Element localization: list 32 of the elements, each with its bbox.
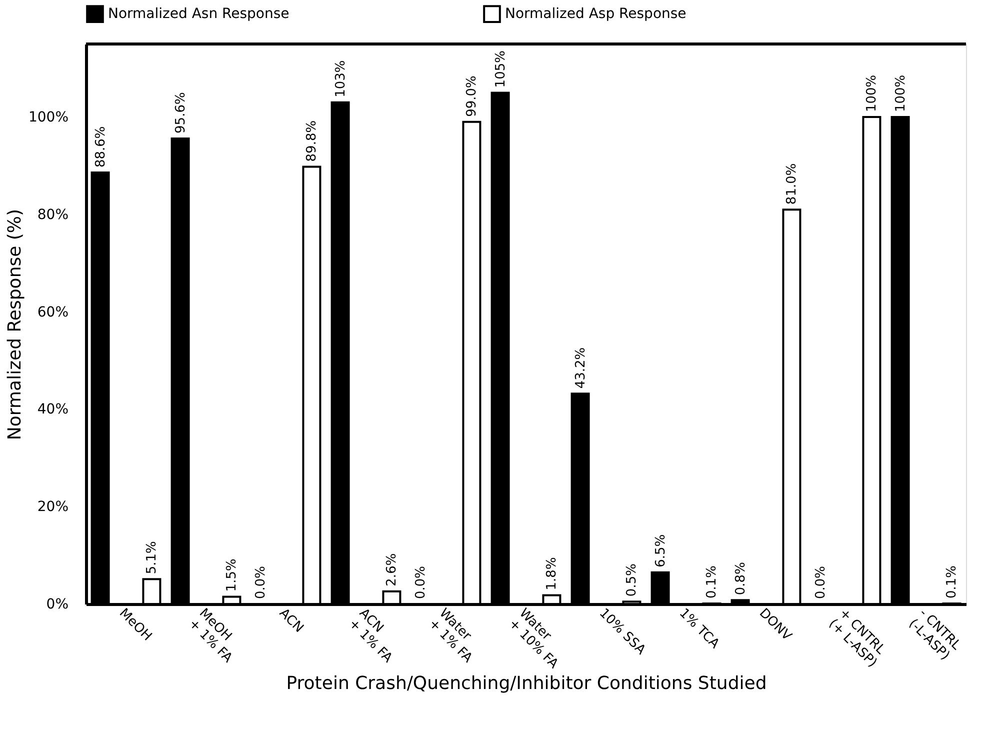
data-label: 43.2%	[573, 347, 588, 389]
legend-label: Normalized Asp Response	[505, 6, 686, 22]
data-label: 0.1%	[944, 565, 960, 599]
data-label: 0.8%	[733, 562, 748, 596]
data-label: 0.0%	[813, 566, 828, 599]
legend-label: Normalized Asn Response	[108, 6, 290, 22]
data-label: 105%	[493, 50, 508, 88]
data-label: 0.0%	[413, 566, 428, 599]
data-label: 100%	[893, 74, 908, 112]
y-tick-label: 60%	[37, 304, 68, 320]
y-tick-label: 40%	[37, 402, 68, 418]
data-label: 95.6%	[173, 92, 188, 134]
data-label: 0.1%	[704, 565, 720, 599]
data-label: 89.8%	[304, 120, 320, 162]
data-label: 103%	[333, 60, 348, 98]
data-label: 6.5%	[653, 534, 668, 568]
data-label: 81.0%	[784, 163, 800, 205]
data-label: 5.1%	[144, 541, 160, 574]
data-label: 0.0%	[253, 566, 268, 599]
y-axis-title: Normalized Response (%)	[4, 208, 26, 440]
y-tick-label: 0%	[46, 596, 68, 612]
x-axis-title: Protein Crash/Quenching/Inhibitor Conditions Studied	[286, 673, 767, 694]
data-label: 2.6%	[384, 553, 400, 586]
data-label: 1.5%	[224, 558, 240, 592]
data-label: 88.6%	[93, 126, 108, 168]
y-tick-label: 80%	[37, 206, 68, 223]
data-label: 1.8%	[544, 557, 560, 590]
y-tick-label: 20%	[37, 499, 68, 516]
data-label: 0.5%	[624, 564, 640, 597]
data-label: 99.0%	[464, 76, 480, 117]
data-label: 100%	[864, 74, 880, 112]
y-tick-label: 100%	[28, 110, 68, 126]
